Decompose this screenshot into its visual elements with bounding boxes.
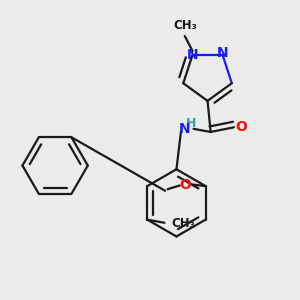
Text: N: N — [217, 46, 228, 60]
Text: CH₃: CH₃ — [173, 19, 197, 32]
Text: H: H — [186, 117, 196, 130]
Text: N: N — [179, 122, 191, 136]
Text: N: N — [187, 48, 198, 62]
Text: O: O — [179, 178, 191, 191]
Text: CH₃: CH₃ — [171, 217, 195, 230]
Text: O: O — [235, 120, 247, 134]
